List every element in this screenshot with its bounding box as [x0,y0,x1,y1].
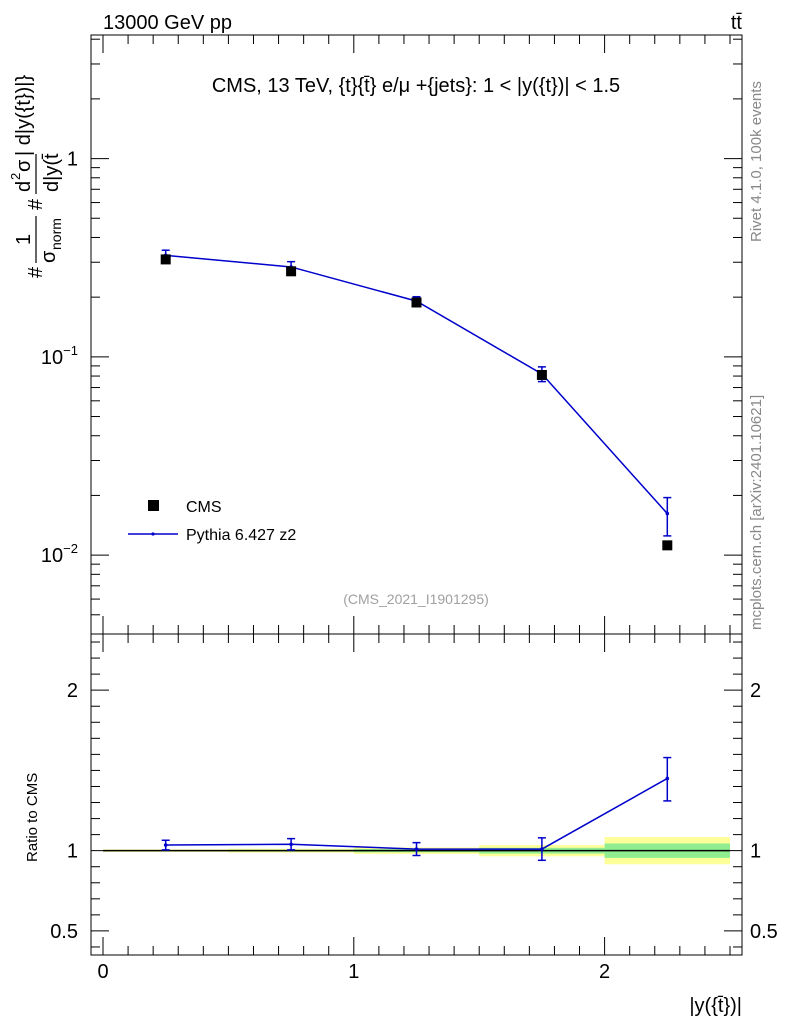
mcplots-label: mcplots.cern.ch [arXiv:2401.10621] [748,395,765,630]
main-y-tick-label: 10−1 [41,343,78,369]
ratio-y-tick-label-left: 1 [67,841,78,863]
main-axis-ticks [91,35,742,635]
legend-cms-marker [148,500,159,511]
y-label-d: d [13,181,35,192]
ratio-panel-frame [90,633,743,956]
main-data-marks [160,249,673,551]
y-label-sigma: σ [38,250,60,263]
process-label: tt̄ [731,12,743,34]
ratio-data-marks [161,756,672,862]
legend-pythia-label: Pythia 6.427 z2 [186,527,296,544]
y-label-norm: norm [48,218,64,250]
x-tick-label: 1 [348,961,359,983]
ratio-pythia-point [163,843,168,847]
y-label-bar-expr: | d|y({t})|} [13,74,35,156]
x-tick-label: 2 [599,961,610,983]
analysis-id: (CMS_2021_I1901295) [343,591,489,607]
ratio-y-tick-label-left: 0.5 [50,921,78,943]
x-tick-label: 0 [97,961,108,983]
y-label-two: 2 [8,173,23,180]
legend-cms-label: CMS [186,499,222,516]
cms-point [286,266,297,277]
ratio-y-tick-label-left: 2 [67,680,78,702]
main-y-tick-labels: 1 10−1 10−2 [41,149,78,568]
pythia-point [665,511,670,516]
y-label-denom: d|y(t̄ [41,153,63,192]
y-label-sigma-2: σ [13,159,35,172]
cms-point [662,540,673,551]
ratio-pythia-point [665,776,670,781]
ratio-y-tick-label-right: 1 [750,841,761,863]
ratio-pythia-point [414,847,419,851]
main-y-tick-label: 1 [67,149,78,171]
x-axis-label: |y({t̄})| [689,995,742,1017]
cms-point [160,254,171,265]
main-panel-frame [90,34,743,635]
rivet-version-label: Rivet 4.1.0, 100k events [748,81,765,242]
ratio-axis-ticks [91,634,742,955]
cms-point [536,369,547,380]
y-label-hash-1: # [25,266,47,278]
energy-label: 13000 GeV pp [103,12,232,34]
ratio-pythia-line [165,777,668,850]
ratio-y-tick-label-right: 2 [750,680,761,702]
ratio-tick-labels: 2 2 1 1 0.5 0.5 0 1 2 [50,680,778,983]
chart-title: CMS, 13 TeV, {t}{t̄} e/μ +{jets}: 1 < |y… [212,75,620,97]
cms-point [411,297,422,308]
pythia-line [165,254,668,515]
legend: CMS Pythia 6.427 z2 [128,499,296,544]
main-y-axis-label: # 1 σ norm # d 2 σ | d|y({t})|} d|y(t̄ [8,74,64,278]
ratio-y-tick-label-right: 0.5 [750,921,778,943]
main-y-tick-label: 10−2 [41,541,78,567]
ratio-pythia-point [540,847,544,851]
ratio-y-axis-label: Ratio to CMS [24,773,41,862]
y-label-hash-2: # [25,198,47,210]
ratio-pythia-point [289,842,293,847]
legend-pythia-marker [151,532,155,536]
y-label-one: 1 [13,234,35,245]
